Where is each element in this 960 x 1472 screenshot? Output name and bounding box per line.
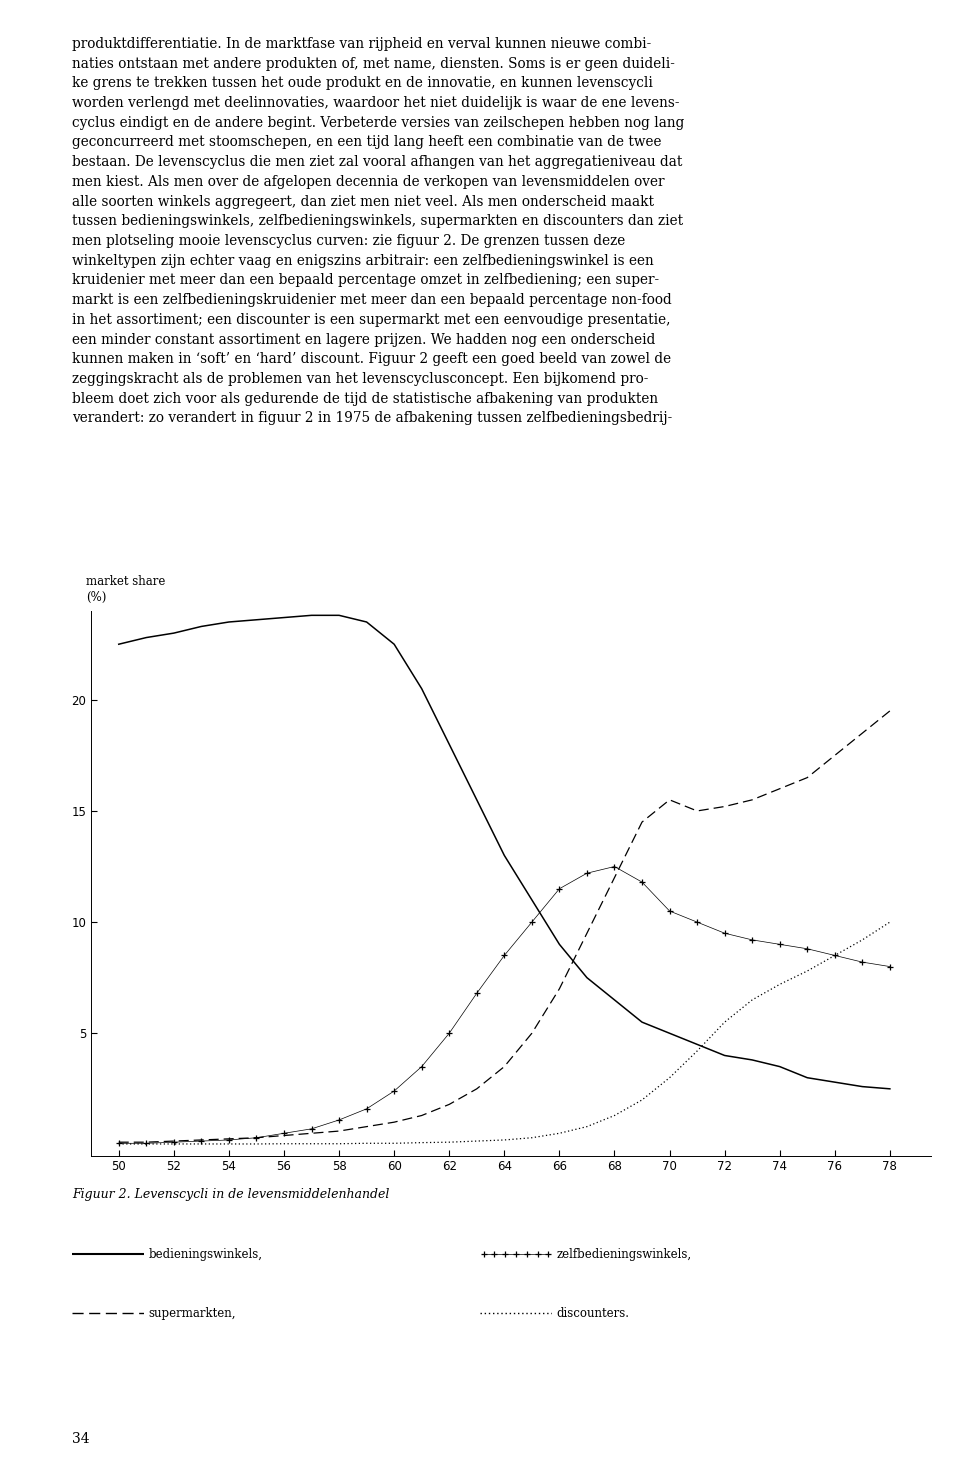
Text: zelfbedieningswinkels,: zelfbedieningswinkels,	[557, 1248, 692, 1260]
Text: 34: 34	[72, 1431, 89, 1446]
Text: produktdifferentiatie. In de marktfase van rijpheid en verval kunnen nieuwe comb: produktdifferentiatie. In de marktfase v…	[72, 37, 684, 425]
Text: Figuur 2. Levenscycli in de levensmiddelenhandel: Figuur 2. Levenscycli in de levensmiddel…	[72, 1188, 390, 1201]
Text: discounters.: discounters.	[557, 1307, 630, 1319]
Text: bedieningswinkels,: bedieningswinkels,	[149, 1248, 263, 1260]
Text: market share
(%): market share (%)	[86, 574, 166, 604]
Text: supermarkten,: supermarkten,	[149, 1307, 236, 1319]
